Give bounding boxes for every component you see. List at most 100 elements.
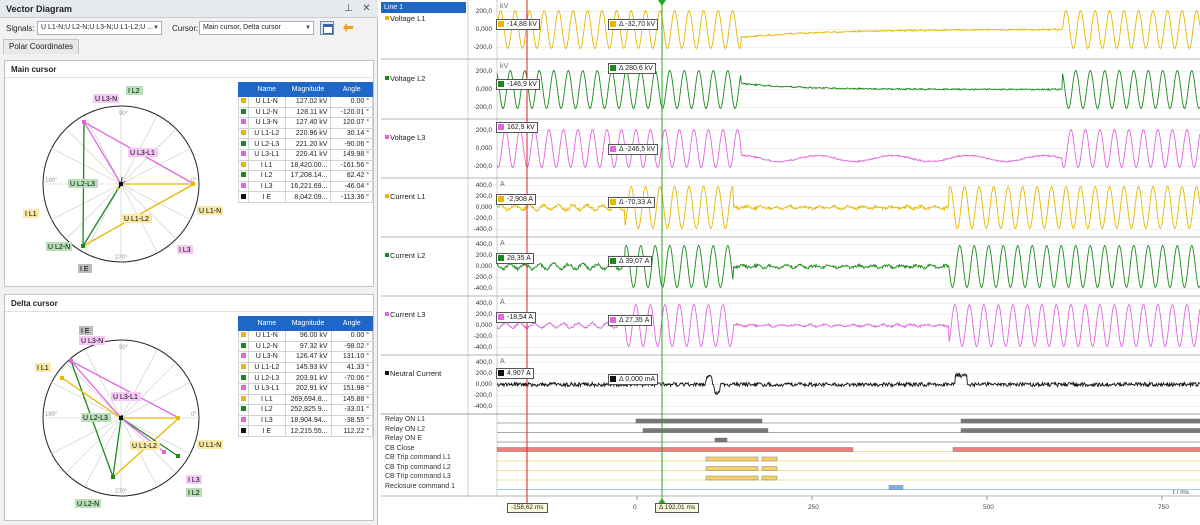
y-tick-label: 0,000 bbox=[475, 144, 492, 152]
color-swatch bbox=[238, 330, 249, 342]
delta-cursor-bottom-handle[interactable] bbox=[658, 498, 666, 504]
label-u-l1-n: U L1-N bbox=[199, 208, 221, 215]
column-name: Name bbox=[247, 316, 286, 331]
main-cursor-title: Main cursor bbox=[11, 65, 57, 74]
table-row[interactable]: I L3 16,221.69... -46.04 ° bbox=[238, 180, 373, 193]
table-row[interactable]: U L3-L1 202.91 kV 151.98 ° bbox=[238, 382, 373, 395]
main-cursor-time: -158,62 ms bbox=[507, 503, 548, 513]
table-row[interactable]: I E 12,215.55... 112.22 ° bbox=[238, 425, 373, 437]
main-table-body: U L1-N 127.02 kV 0.00 ° U L2-N 128.11 kV -120… bbox=[238, 96, 373, 203]
x-tick-label: 0 bbox=[633, 504, 637, 511]
divider bbox=[5, 311, 373, 312]
chevron-down-icon: ▼ bbox=[153, 25, 159, 31]
table-row[interactable]: I L2 252,825.9... -33.01 ° bbox=[238, 404, 373, 416]
label-u-l2-n: U L2-N bbox=[48, 244, 70, 251]
table-row[interactable]: I L2 17,208.14... 82.42 ° bbox=[238, 170, 373, 182]
table-row[interactable]: U L2-L3 203.91 kV -70.06 ° bbox=[238, 372, 373, 384]
series-marker bbox=[385, 253, 389, 257]
y-tick-label: 200,0 bbox=[475, 126, 492, 134]
label-u-l3-l1: U L3-L1 bbox=[130, 150, 155, 157]
table-row[interactable]: U L1-L2 145.93 kV 41.33 ° bbox=[238, 361, 373, 374]
signal-angle: 0.00 ° bbox=[330, 96, 373, 108]
series-marker bbox=[498, 314, 504, 320]
angle-270: 270° bbox=[115, 489, 128, 495]
signals-dropdown[interactable]: U L1-N;U L2-N;U L3-N;U L1-L2;U ... ▼ bbox=[37, 21, 162, 35]
table-row[interactable]: U L3-L1 220.41 kV 149.98 ° bbox=[238, 148, 373, 161]
signal-angle: -70.06 ° bbox=[330, 372, 373, 384]
color-swatch bbox=[238, 340, 249, 353]
y-tick-label: -400,0 bbox=[473, 402, 492, 410]
swatch-mark bbox=[240, 332, 246, 338]
swatch-mark bbox=[240, 140, 246, 146]
series-marker bbox=[385, 76, 389, 80]
unit-label: A bbox=[500, 240, 505, 247]
delta-cursor-readout: Δ -70,33 A bbox=[608, 197, 655, 208]
table-row[interactable]: U L3-N 127.40 kV 120.07 ° bbox=[238, 117, 373, 129]
color-swatch bbox=[238, 361, 249, 374]
label-i-l3: I L3 bbox=[179, 247, 191, 254]
readout-value: -2,908 A bbox=[507, 196, 534, 203]
pin-icon[interactable]: ⊥ bbox=[344, 3, 353, 14]
label-u-l2-n: U L2-N bbox=[77, 501, 99, 508]
column-swatch bbox=[238, 316, 249, 331]
table-row[interactable]: U L1-L2 220.96 kV 30.14 ° bbox=[238, 127, 373, 140]
table-row[interactable]: I L3 18,904.94... -38.55 ° bbox=[238, 414, 373, 427]
signal-angle: 112.22 ° bbox=[330, 425, 373, 437]
table-row[interactable]: U L2-L3 221.20 kV -90.06 ° bbox=[238, 138, 373, 150]
signal-name: U L1-L2 bbox=[247, 361, 286, 374]
digital-label: CB Trip command L2 bbox=[385, 463, 451, 471]
signal-angle: 149.98 ° bbox=[330, 148, 373, 161]
waveform-canvas[interactable] bbox=[381, 0, 1200, 525]
digital-label: Relay ON E bbox=[385, 435, 422, 442]
signal-magnitude: 127.40 kV bbox=[284, 117, 332, 129]
table-row[interactable]: U L1-N 127.02 kV 0.00 ° bbox=[238, 96, 373, 108]
series-marker bbox=[610, 21, 616, 27]
signal-magnitude: 18,904.94... bbox=[284, 414, 332, 427]
series-marker bbox=[385, 194, 389, 198]
close-icon[interactable]: ✕ bbox=[362, 3, 371, 14]
signal-angle: -161.56 ° bbox=[330, 159, 373, 172]
y-tick-label: 0,000 bbox=[475, 85, 492, 93]
delta-table-body: U L1-N 96.00 kV 0.00 ° U L2-N 97.32 kV -98.02… bbox=[238, 330, 373, 437]
color-swatch bbox=[238, 148, 249, 161]
lane-label-text: Current L1 bbox=[390, 192, 426, 201]
lane-label-current-l1: Current L1 bbox=[385, 192, 425, 201]
signal-name: U L3-L1 bbox=[247, 148, 286, 161]
signals-label: Signals: bbox=[6, 24, 35, 33]
table-row[interactable]: U L1-N 96.00 kV 0.00 ° bbox=[238, 330, 373, 342]
main-cursor-readout: -14,88 kV bbox=[496, 19, 540, 30]
color-swatch bbox=[238, 96, 249, 108]
signal-name: U L2-L3 bbox=[247, 138, 286, 150]
table-row[interactable]: U L3-N 126.47 kV 131.10 ° bbox=[238, 351, 373, 363]
table-row[interactable]: U L2-N 97.32 kV -98.02 ° bbox=[238, 340, 373, 353]
tab-polar-coordinates[interactable]: Polar Coordinates bbox=[3, 39, 80, 54]
label-u-l3-l1: U L3-L1 bbox=[113, 394, 138, 401]
tab-line-1[interactable]: Line 1 bbox=[381, 2, 466, 13]
y-tick-label: 0,000 bbox=[475, 321, 492, 329]
label-u-l2-l3: U L2-L3 bbox=[70, 181, 95, 188]
series-marker bbox=[498, 255, 504, 261]
table-row[interactable]: I E 8,042.09... -113.36 ° bbox=[238, 191, 373, 203]
divider bbox=[5, 77, 373, 78]
cursor-dropdown[interactable]: Main cursor, Delta cursor ▼ bbox=[199, 21, 314, 35]
table-view-button[interactable] bbox=[320, 21, 334, 35]
label-u-l3-n: U L3-N bbox=[95, 96, 117, 103]
y-tick-label: 200,0 bbox=[475, 310, 492, 318]
table-row[interactable]: I L1 18,420.00... -161.56 ° bbox=[238, 159, 373, 172]
delta-cursor-handle[interactable] bbox=[658, 0, 666, 6]
signal-name: U L1-N bbox=[247, 330, 286, 342]
color-swatch bbox=[238, 180, 249, 193]
signal-angle: -46.04 ° bbox=[330, 180, 373, 193]
label-i-l3: I L3 bbox=[188, 477, 200, 484]
table-row[interactable]: U L2-N 128.11 kV -120.01 ° bbox=[238, 106, 373, 119]
lane-label-voltage-l3: Voltage L3 bbox=[385, 133, 425, 142]
label-u-l1-l2: U L1-L2 bbox=[124, 216, 149, 223]
arrow-left-icon[interactable] bbox=[343, 23, 353, 32]
main-vector-diagram: 90° 180° 0° 270° bbox=[23, 86, 223, 273]
signal-angle: 151.98 ° bbox=[330, 382, 373, 395]
vector-diagram-panel: Vector Diagram ⊥ ✕ Signals: U L1-N;U L2-… bbox=[0, 0, 378, 525]
signal-magnitude: 17,208.14... bbox=[284, 170, 332, 182]
signal-angle: 145.88 ° bbox=[330, 393, 373, 406]
label-i-l1: I L1 bbox=[37, 365, 49, 372]
table-row[interactable]: I L1 269,694.8... 145.88 ° bbox=[238, 393, 373, 406]
